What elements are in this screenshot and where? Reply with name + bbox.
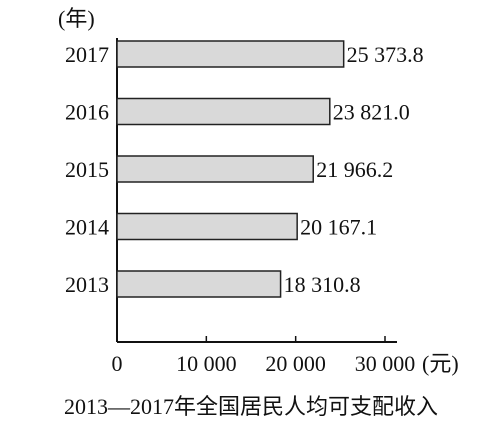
x-tick-label: 0 <box>112 351 123 376</box>
value-label-2013: 18 310.8 <box>284 272 361 297</box>
bar-2014 <box>116 212 298 241</box>
bar-series: 2013 18 310.8 2014 20 167.1 2015 21 966.2 2016… <box>65 40 424 298</box>
category-label-2016: 2016 <box>65 100 109 125</box>
x-tick-label: 20 000 <box>265 351 326 376</box>
value-label-2016: 23 821.0 <box>333 100 410 125</box>
x-axis-unit-label: (元) <box>422 351 459 376</box>
value-label-2014: 20 167.1 <box>300 215 377 240</box>
x-tick-label: 10 000 <box>176 351 237 376</box>
bar-2015 <box>116 155 314 183</box>
value-label-2017: 25 373.8 <box>347 42 424 67</box>
chart-title: 2013—2017年全国居民人均可支配收入 <box>64 394 438 419</box>
category-label-2015: 2015 <box>65 157 109 182</box>
category-label-2017: 2017 <box>65 42 109 67</box>
category-label-2014: 2014 <box>65 215 109 240</box>
bar-2017 <box>116 40 345 68</box>
y-axis-unit-label: (年) <box>58 6 95 31</box>
category-label-2013: 2013 <box>65 272 109 297</box>
bar-2016 <box>116 97 331 126</box>
value-label-2015: 21 966.2 <box>316 157 393 182</box>
bar-2013 <box>116 270 282 298</box>
x-axis-ticks: 0 10 000 20 000 30 000 <box>112 336 416 376</box>
x-tick-label: 30 000 <box>355 351 416 376</box>
